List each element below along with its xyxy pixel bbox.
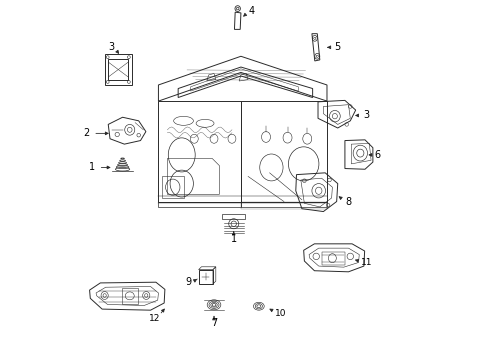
Text: 3: 3 bbox=[108, 42, 115, 52]
Text: 4: 4 bbox=[248, 6, 254, 17]
Text: 1: 1 bbox=[230, 234, 236, 244]
Text: 8: 8 bbox=[345, 197, 351, 207]
Text: 12: 12 bbox=[149, 314, 160, 323]
Text: 2: 2 bbox=[83, 129, 90, 138]
Text: 9: 9 bbox=[185, 277, 192, 287]
Text: 3: 3 bbox=[363, 111, 369, 121]
Text: 5: 5 bbox=[334, 42, 340, 52]
Text: 11: 11 bbox=[360, 258, 371, 267]
Text: 7: 7 bbox=[210, 319, 217, 328]
Text: 10: 10 bbox=[274, 309, 285, 318]
Text: 1: 1 bbox=[89, 162, 95, 172]
Text: 6: 6 bbox=[373, 150, 380, 160]
